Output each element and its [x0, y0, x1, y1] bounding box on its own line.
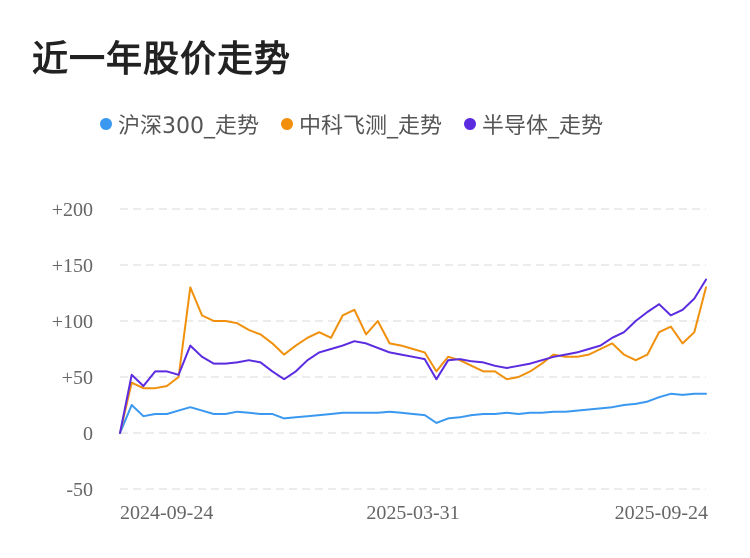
y-tick-label: +200	[52, 199, 93, 221]
series-line-zkfc	[119, 286, 707, 434]
series-line-semiconductor	[119, 278, 707, 434]
legend-item-zkfc[interactable]: 中科飞测_走势	[281, 108, 442, 140]
y-tick-label: +50	[62, 367, 93, 389]
legend-marker-zkfc	[281, 118, 293, 130]
chart-title: 近一年股价走势	[32, 39, 292, 80]
x-tick-label: 2025-03-31	[366, 502, 459, 524]
legend-item-semiconductor[interactable]: 半导体_走势	[464, 108, 603, 140]
series-line-hs300	[119, 392, 707, 434]
y-tick-label: +150	[52, 255, 93, 277]
y-tick-label: 0	[83, 423, 93, 445]
legend-marker-hs300	[100, 118, 112, 130]
x-tick-label: 2024-09-24	[120, 502, 213, 524]
legend-marker-semiconductor	[464, 118, 477, 130]
legend-label-hs300: 沪深300_走势	[118, 114, 259, 139]
legend-label-semiconductor: 半导体_走势	[482, 114, 604, 139]
y-tick-label: +100	[52, 311, 93, 333]
legend: 沪深300_走势 中科飞测_走势 半导体_走势	[100, 108, 625, 140]
y-tick-label: -50	[66, 479, 93, 501]
legend-label-zkfc: 中科飞测_走势	[299, 114, 443, 139]
legend-item-hs300[interactable]: 沪深300_走势	[100, 108, 259, 140]
x-tick-label: 2025-09-24	[615, 502, 708, 524]
